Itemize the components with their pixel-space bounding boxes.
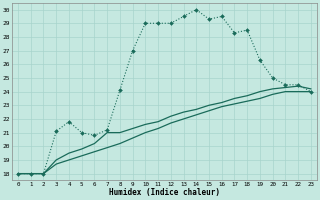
X-axis label: Humidex (Indice chaleur): Humidex (Indice chaleur) <box>109 188 220 197</box>
